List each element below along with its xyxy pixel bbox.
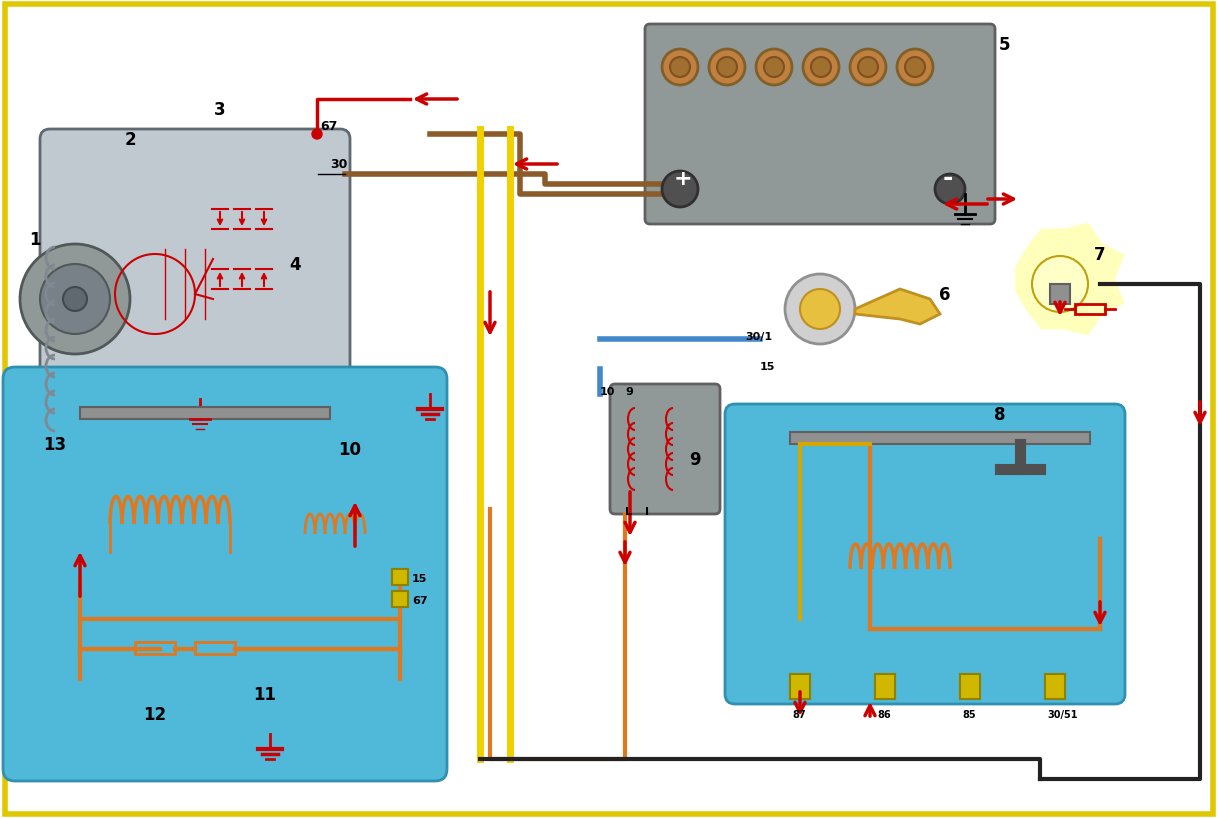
Circle shape: [857, 58, 878, 78]
Bar: [1045, 674, 1065, 699]
Bar: [960, 674, 980, 699]
Text: 87: 87: [792, 709, 805, 719]
Bar: [1050, 285, 1069, 305]
Bar: [392, 591, 408, 607]
Circle shape: [40, 265, 110, 335]
Polygon shape: [855, 290, 940, 324]
Text: 67: 67: [412, 595, 428, 605]
Text: 30/51: 30/51: [1047, 709, 1078, 719]
Circle shape: [764, 58, 784, 78]
Circle shape: [717, 58, 737, 78]
Bar: [135, 642, 175, 654]
Polygon shape: [1015, 224, 1124, 336]
Circle shape: [663, 50, 698, 86]
Bar: [790, 674, 810, 699]
Text: 12: 12: [144, 705, 167, 723]
Text: 30: 30: [330, 158, 347, 171]
Bar: [392, 569, 408, 586]
Text: 2: 2: [124, 131, 136, 149]
Text: 15: 15: [412, 573, 428, 583]
Circle shape: [935, 174, 965, 205]
Text: 10: 10: [600, 387, 615, 396]
Text: 86: 86: [877, 709, 890, 719]
Text: 10: 10: [339, 441, 362, 459]
Circle shape: [850, 50, 885, 86]
Text: 9: 9: [689, 450, 700, 468]
Text: I: I: [646, 506, 649, 516]
FancyBboxPatch shape: [2, 368, 447, 781]
Text: L: L: [625, 506, 632, 516]
FancyBboxPatch shape: [646, 25, 995, 224]
Bar: [875, 674, 895, 699]
Text: +: +: [674, 169, 693, 188]
Text: 5: 5: [999, 36, 1011, 54]
Circle shape: [905, 58, 924, 78]
Circle shape: [1032, 256, 1088, 313]
Text: 1: 1: [29, 231, 40, 249]
Text: 85: 85: [962, 709, 976, 719]
Circle shape: [803, 50, 839, 86]
Circle shape: [756, 50, 792, 86]
Text: 11: 11: [253, 686, 276, 704]
Text: 67: 67: [320, 120, 337, 133]
Bar: [790, 432, 1090, 445]
Circle shape: [896, 50, 933, 86]
Text: 15: 15: [760, 361, 776, 372]
Text: -: -: [943, 165, 954, 190]
Circle shape: [312, 130, 322, 140]
Circle shape: [663, 172, 698, 208]
Text: 9: 9: [625, 387, 633, 396]
Circle shape: [670, 58, 691, 78]
Circle shape: [19, 245, 130, 355]
Text: 3: 3: [214, 101, 225, 119]
Bar: [195, 642, 235, 654]
Text: 6: 6: [939, 286, 951, 304]
Circle shape: [800, 290, 840, 329]
Circle shape: [709, 50, 745, 86]
FancyBboxPatch shape: [610, 385, 720, 514]
Text: 30/1: 30/1: [745, 332, 772, 342]
Circle shape: [784, 274, 855, 345]
Text: 7: 7: [1094, 246, 1106, 264]
FancyBboxPatch shape: [725, 405, 1125, 704]
Text: 4: 4: [289, 256, 301, 274]
Circle shape: [63, 287, 86, 311]
Bar: [1075, 305, 1105, 314]
Text: 13: 13: [44, 436, 67, 454]
Bar: [80, 408, 330, 419]
FancyBboxPatch shape: [40, 130, 350, 469]
Circle shape: [811, 58, 831, 78]
Text: 8: 8: [994, 405, 1006, 423]
